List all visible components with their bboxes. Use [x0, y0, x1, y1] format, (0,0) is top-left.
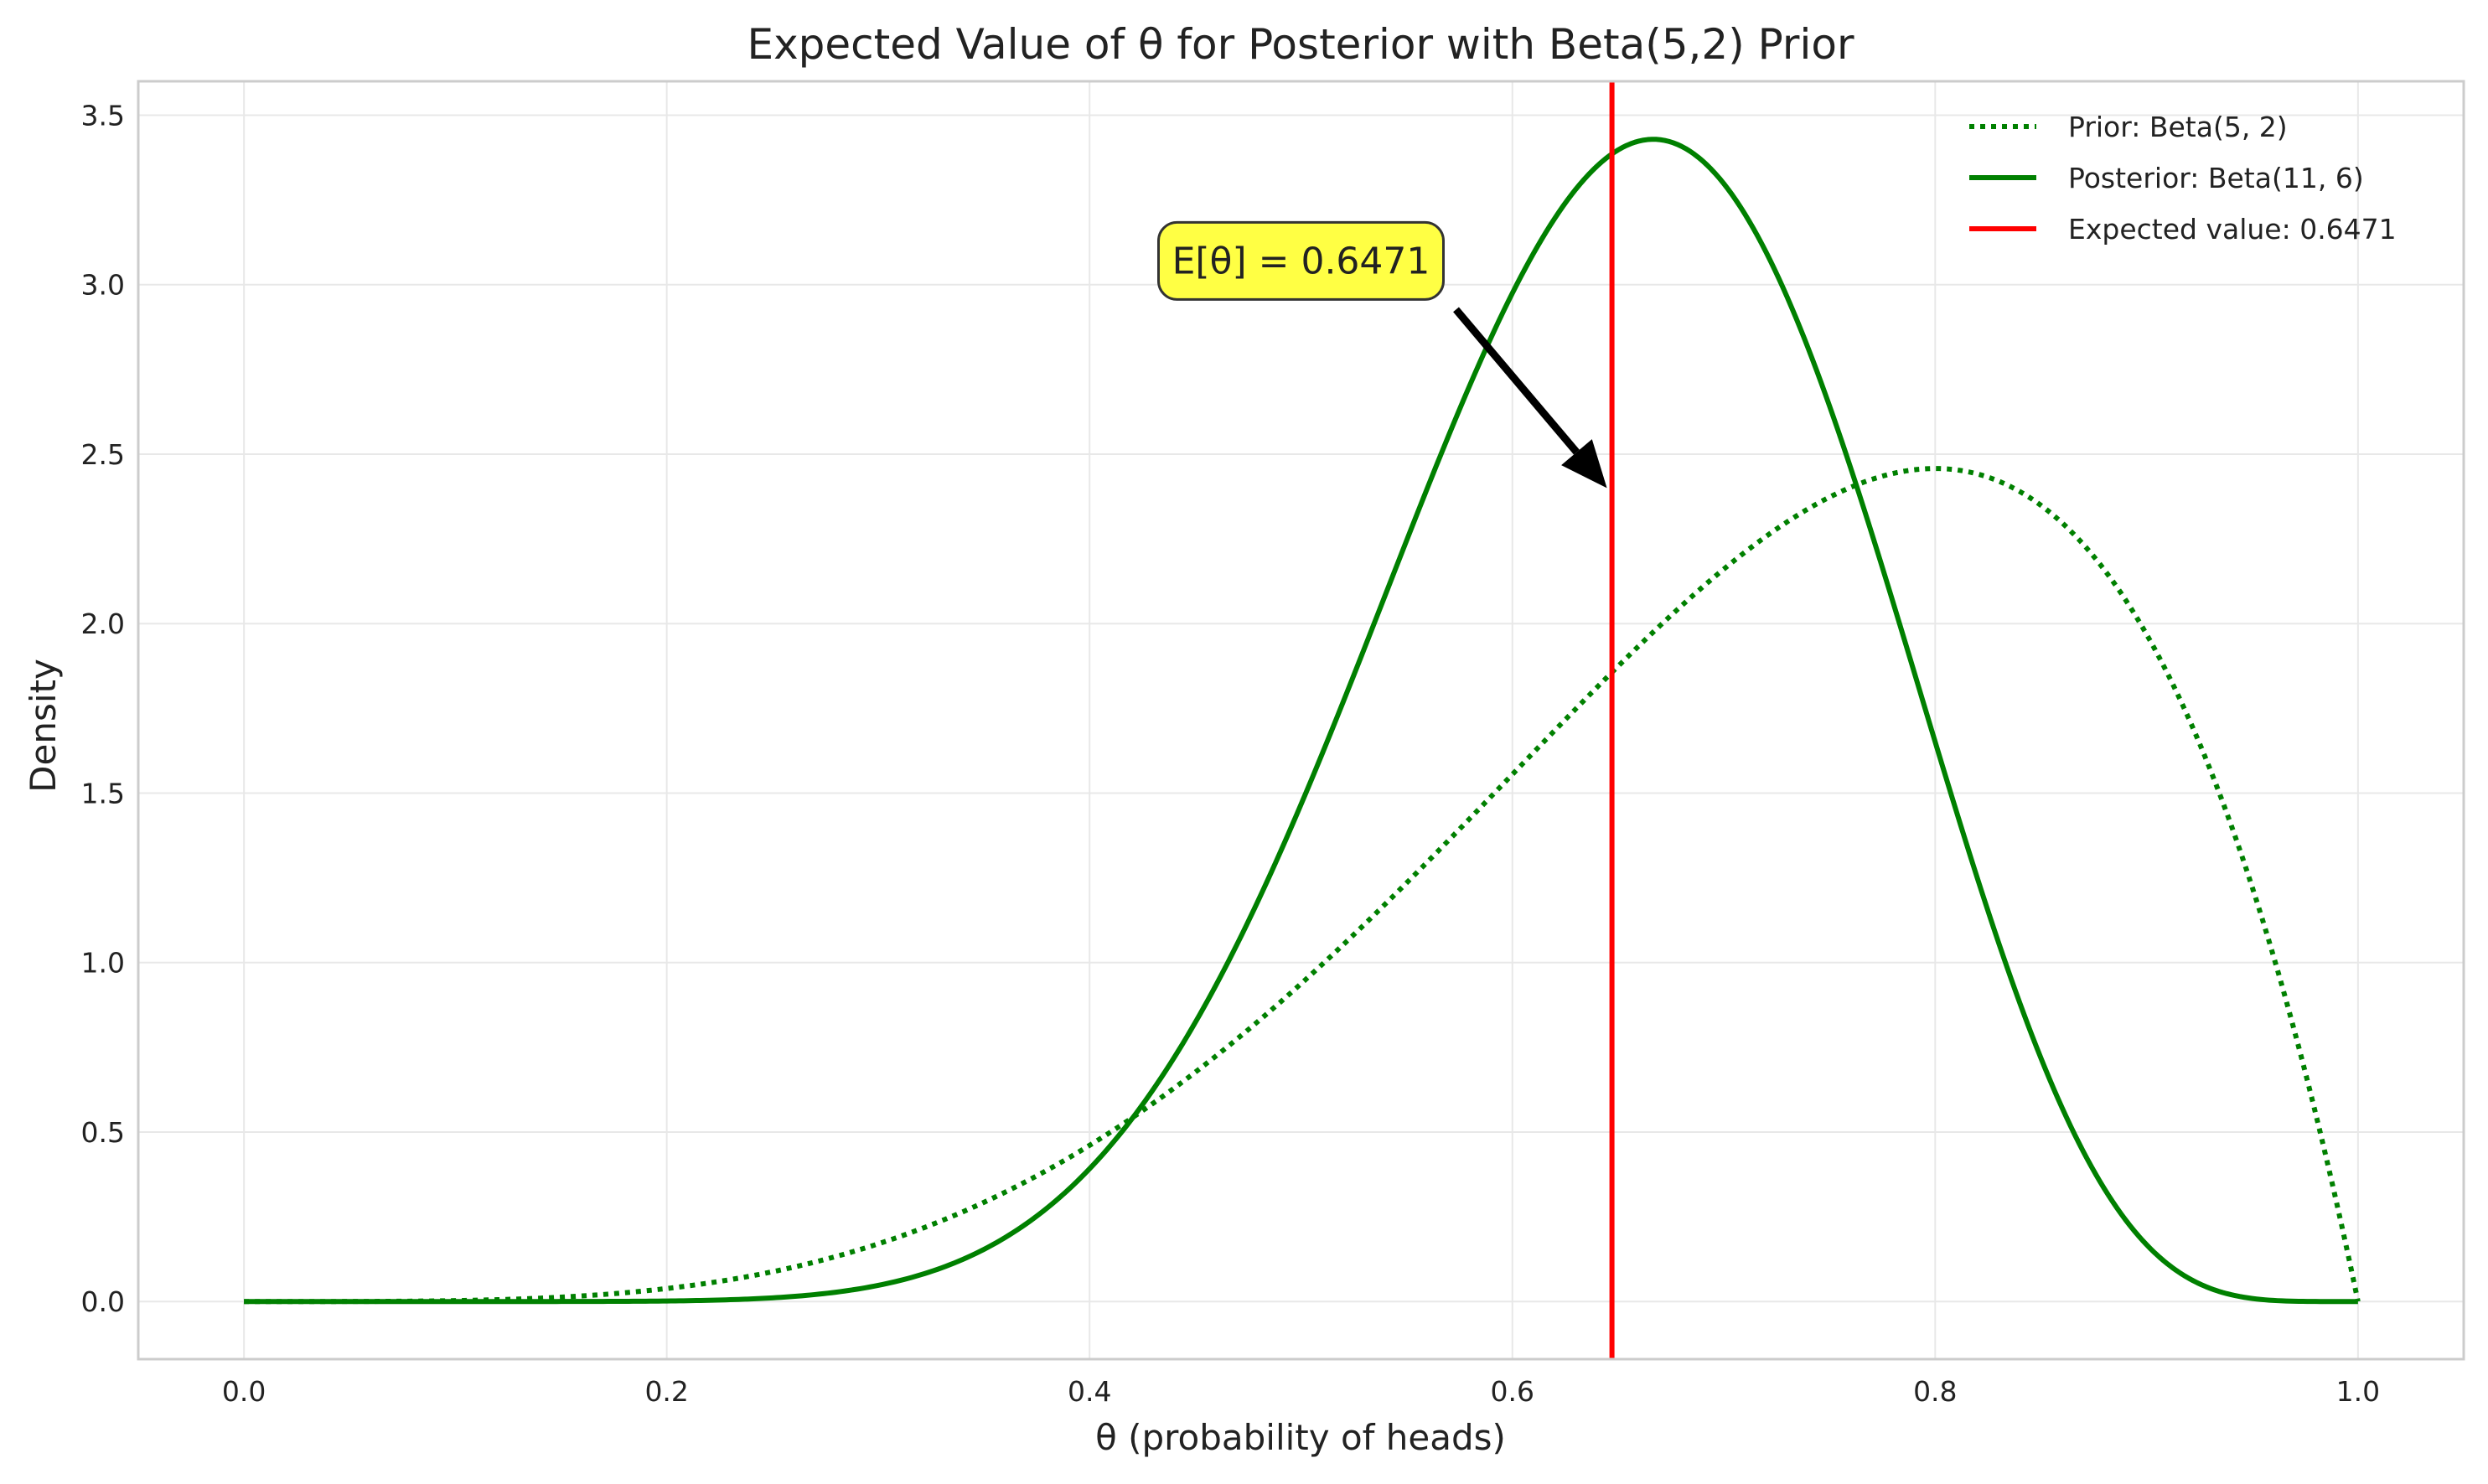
chart-title: Expected Value of θ for Posterior with B…	[747, 20, 1854, 69]
series-layer	[244, 81, 2361, 1359]
x-axis-ticks: 0.0 0.2 0.4 0.6 0.8 1.0	[222, 1375, 2380, 1408]
y-tick-label: 2.5	[81, 438, 125, 471]
y-tick-label: 1.0	[81, 947, 125, 980]
legend-label: Expected value: 0.6471	[2068, 213, 2397, 246]
plot-area: E[θ] = 0.6471	[137, 80, 2465, 1361]
annotation-layer: E[θ] = 0.6471	[1157, 220, 1607, 489]
x-tick-label: 0.6	[1491, 1375, 1534, 1408]
x-tick-label: 0.2	[644, 1375, 688, 1408]
annotation-arrow-shaft	[1453, 307, 1580, 455]
y-axis-label: Density	[23, 659, 64, 793]
y-tick-label: 2.0	[81, 608, 125, 640]
legend: Prior: Beta(5, 2) Posterior: Beta(11, 6) E…	[1969, 111, 2397, 246]
prior-curve	[244, 466, 2361, 1305]
y-tick-label: 3.5	[81, 99, 125, 132]
y-axis-ticks: 0.0 0.5 1.0 1.5 2.0 2.5 3.0 3.5	[81, 99, 125, 1318]
legend-label: Posterior: Beta(11, 6)	[2068, 162, 2364, 194]
x-tick-label: 1.0	[2336, 1375, 2380, 1408]
y-tick-label: 0.5	[81, 1116, 125, 1149]
x-tick-label: 0.8	[1913, 1375, 1957, 1408]
annotation-arrow-head	[1561, 439, 1607, 489]
y-tick-label: 0.0	[81, 1285, 125, 1318]
x-tick-label: 0.0	[222, 1375, 266, 1408]
y-tick-label: 3.0	[81, 269, 125, 302]
grid-lines	[138, 81, 2464, 1359]
legend-label: Prior: Beta(5, 2)	[2068, 111, 2288, 143]
plot-frame	[137, 80, 2465, 1361]
posterior-curve	[244, 137, 2358, 1305]
x-tick-label: 0.4	[1068, 1375, 1111, 1408]
annotation-text: E[θ] = 0.6471	[1172, 240, 1430, 282]
annotation-box	[1157, 220, 1445, 301]
y-tick-label: 1.5	[81, 777, 125, 809]
x-axis-label: θ (probability of heads)	[1095, 1417, 1506, 1458]
